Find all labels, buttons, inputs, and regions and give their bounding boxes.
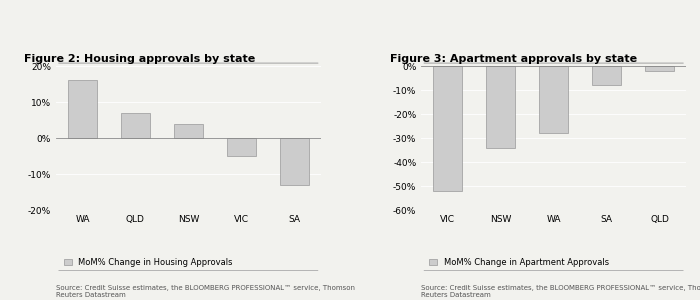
Bar xyxy=(68,80,97,138)
Bar xyxy=(645,66,674,71)
Legend: MoM% Change in Housing Approvals: MoM% Change in Housing Approvals xyxy=(60,254,237,270)
Bar xyxy=(227,138,256,156)
Bar xyxy=(433,66,462,191)
Bar xyxy=(121,113,150,138)
Text: Figure 3: Apartment approvals by state: Figure 3: Apartment approvals by state xyxy=(389,54,637,64)
Bar xyxy=(539,66,568,133)
Bar xyxy=(174,124,203,138)
Legend: MoM% Change in Apartment Approvals: MoM% Change in Apartment Approvals xyxy=(426,254,612,270)
Bar xyxy=(592,66,621,85)
Bar xyxy=(280,138,309,185)
Text: Figure 2: Housing approvals by state: Figure 2: Housing approvals by state xyxy=(25,54,255,64)
Bar xyxy=(486,66,515,148)
Text: Source: Credit Suisse estimates, the BLOOMBERG PROFESSIONAL™ service, Thomson
Re: Source: Credit Suisse estimates, the BLO… xyxy=(56,285,355,298)
Text: Source: Credit Suisse estimates, the BLOOMBERG PROFESSIONAL™ service, Thomson
Re: Source: Credit Suisse estimates, the BLO… xyxy=(421,285,700,298)
